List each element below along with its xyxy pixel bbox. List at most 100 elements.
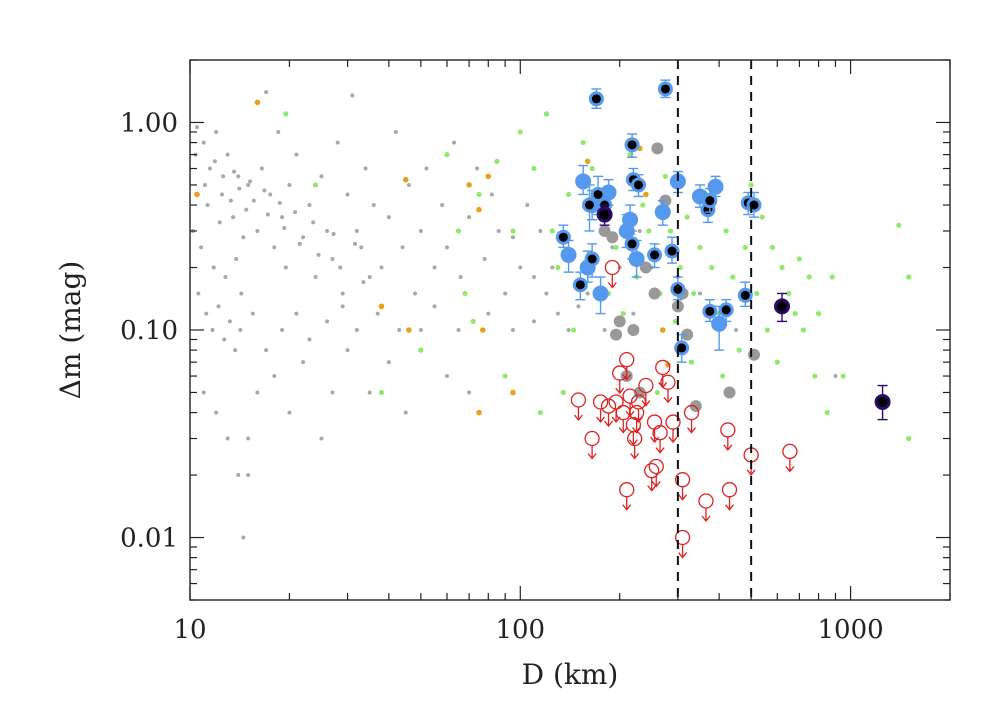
x-tick-label: 1000 [817,615,883,645]
orange-point [466,182,472,188]
upper-limit-circle [782,443,798,460]
upper-limit-circle [619,351,635,368]
upper-limit-arrow-head [630,453,640,460]
background-point [325,228,330,233]
green-point [786,290,792,297]
orange-point [584,158,591,165]
orange-point [476,409,482,416]
background-point [264,90,269,95]
background-point [345,192,350,197]
background-point [544,291,549,296]
background-point [311,220,316,225]
gray-large-point [681,328,694,341]
x-axis-title: D (km) [522,658,619,691]
green-point [796,256,803,262]
blue-black-point-inner [587,254,597,264]
background-point [445,374,450,379]
background-point [216,304,221,309]
upper-limit-arrow-head [604,420,614,428]
upper-limit-circle [638,377,654,394]
background-points-layer [190,90,838,540]
background-point [236,174,241,179]
background-point [234,256,239,261]
green-point [829,274,835,280]
background-point [538,228,543,233]
green-point [736,347,742,353]
background-point [566,328,571,332]
green-point [646,228,652,234]
blue-point [707,178,724,195]
background-point [196,291,201,296]
green-point [378,389,385,396]
green-point [543,111,550,117]
green-point [684,214,690,220]
upper-limit-circle [721,482,738,498]
upper-limit-arrow-head [632,427,642,434]
background-point [293,210,298,215]
background-point [236,473,241,478]
upper-limit-arrow-head [785,466,795,473]
background-point [220,192,225,197]
green-point [455,228,462,234]
background-point [313,275,318,280]
green-point [654,389,660,396]
background-point [496,228,501,233]
green-point [792,310,798,317]
background-point [340,304,345,309]
background-point [208,166,213,171]
background-point [325,319,330,324]
green-point [502,373,508,379]
background-point [353,241,358,246]
background-point [241,535,246,540]
upper-limit-arrow-head [678,552,688,559]
upper-limit-arrow-head [622,374,632,381]
background-point [340,291,345,296]
background-point [432,304,437,309]
green-point [580,139,586,146]
y-tick-label: 0.10 [120,316,178,346]
green-point [560,389,566,396]
background-point [232,169,237,174]
background-point [371,203,376,208]
green-point [691,290,697,297]
upper-limit-arrow-head [651,481,661,488]
background-point [482,256,487,261]
blue-black-point-inner [575,280,585,290]
background-point [255,390,260,395]
background-point [631,311,636,316]
upper-limit-circle [619,482,635,498]
background-point [301,235,306,240]
orange-point [643,191,649,198]
background-point [363,166,368,171]
x-tick-label: 100 [495,615,545,645]
background-point [585,291,590,296]
background-point [211,265,216,270]
green-point [720,373,726,379]
background-point [276,129,281,134]
background-point [550,265,555,270]
purple-point-inner [777,301,788,312]
green-point [806,274,812,280]
gray-large-point [627,324,640,336]
upper-limit-circle [720,422,736,438]
blue-black-point-inner [650,250,660,260]
background-point [246,182,251,187]
upper-limit-arrow-head [596,416,606,424]
green-point [640,202,646,208]
background-point [637,228,642,233]
background-point [225,436,230,441]
background-point [354,228,359,233]
background-point [294,311,299,316]
blue-black-points-layer [555,79,762,363]
background-point [406,182,411,187]
upper-limit-circle [646,414,663,430]
green-point [555,264,561,271]
background-point [237,186,242,191]
green-point [570,327,577,333]
orange-point [254,99,261,106]
green-point [896,222,902,228]
background-point [297,241,302,246]
green-point [662,173,668,179]
blue-black-point-inner [667,246,677,256]
